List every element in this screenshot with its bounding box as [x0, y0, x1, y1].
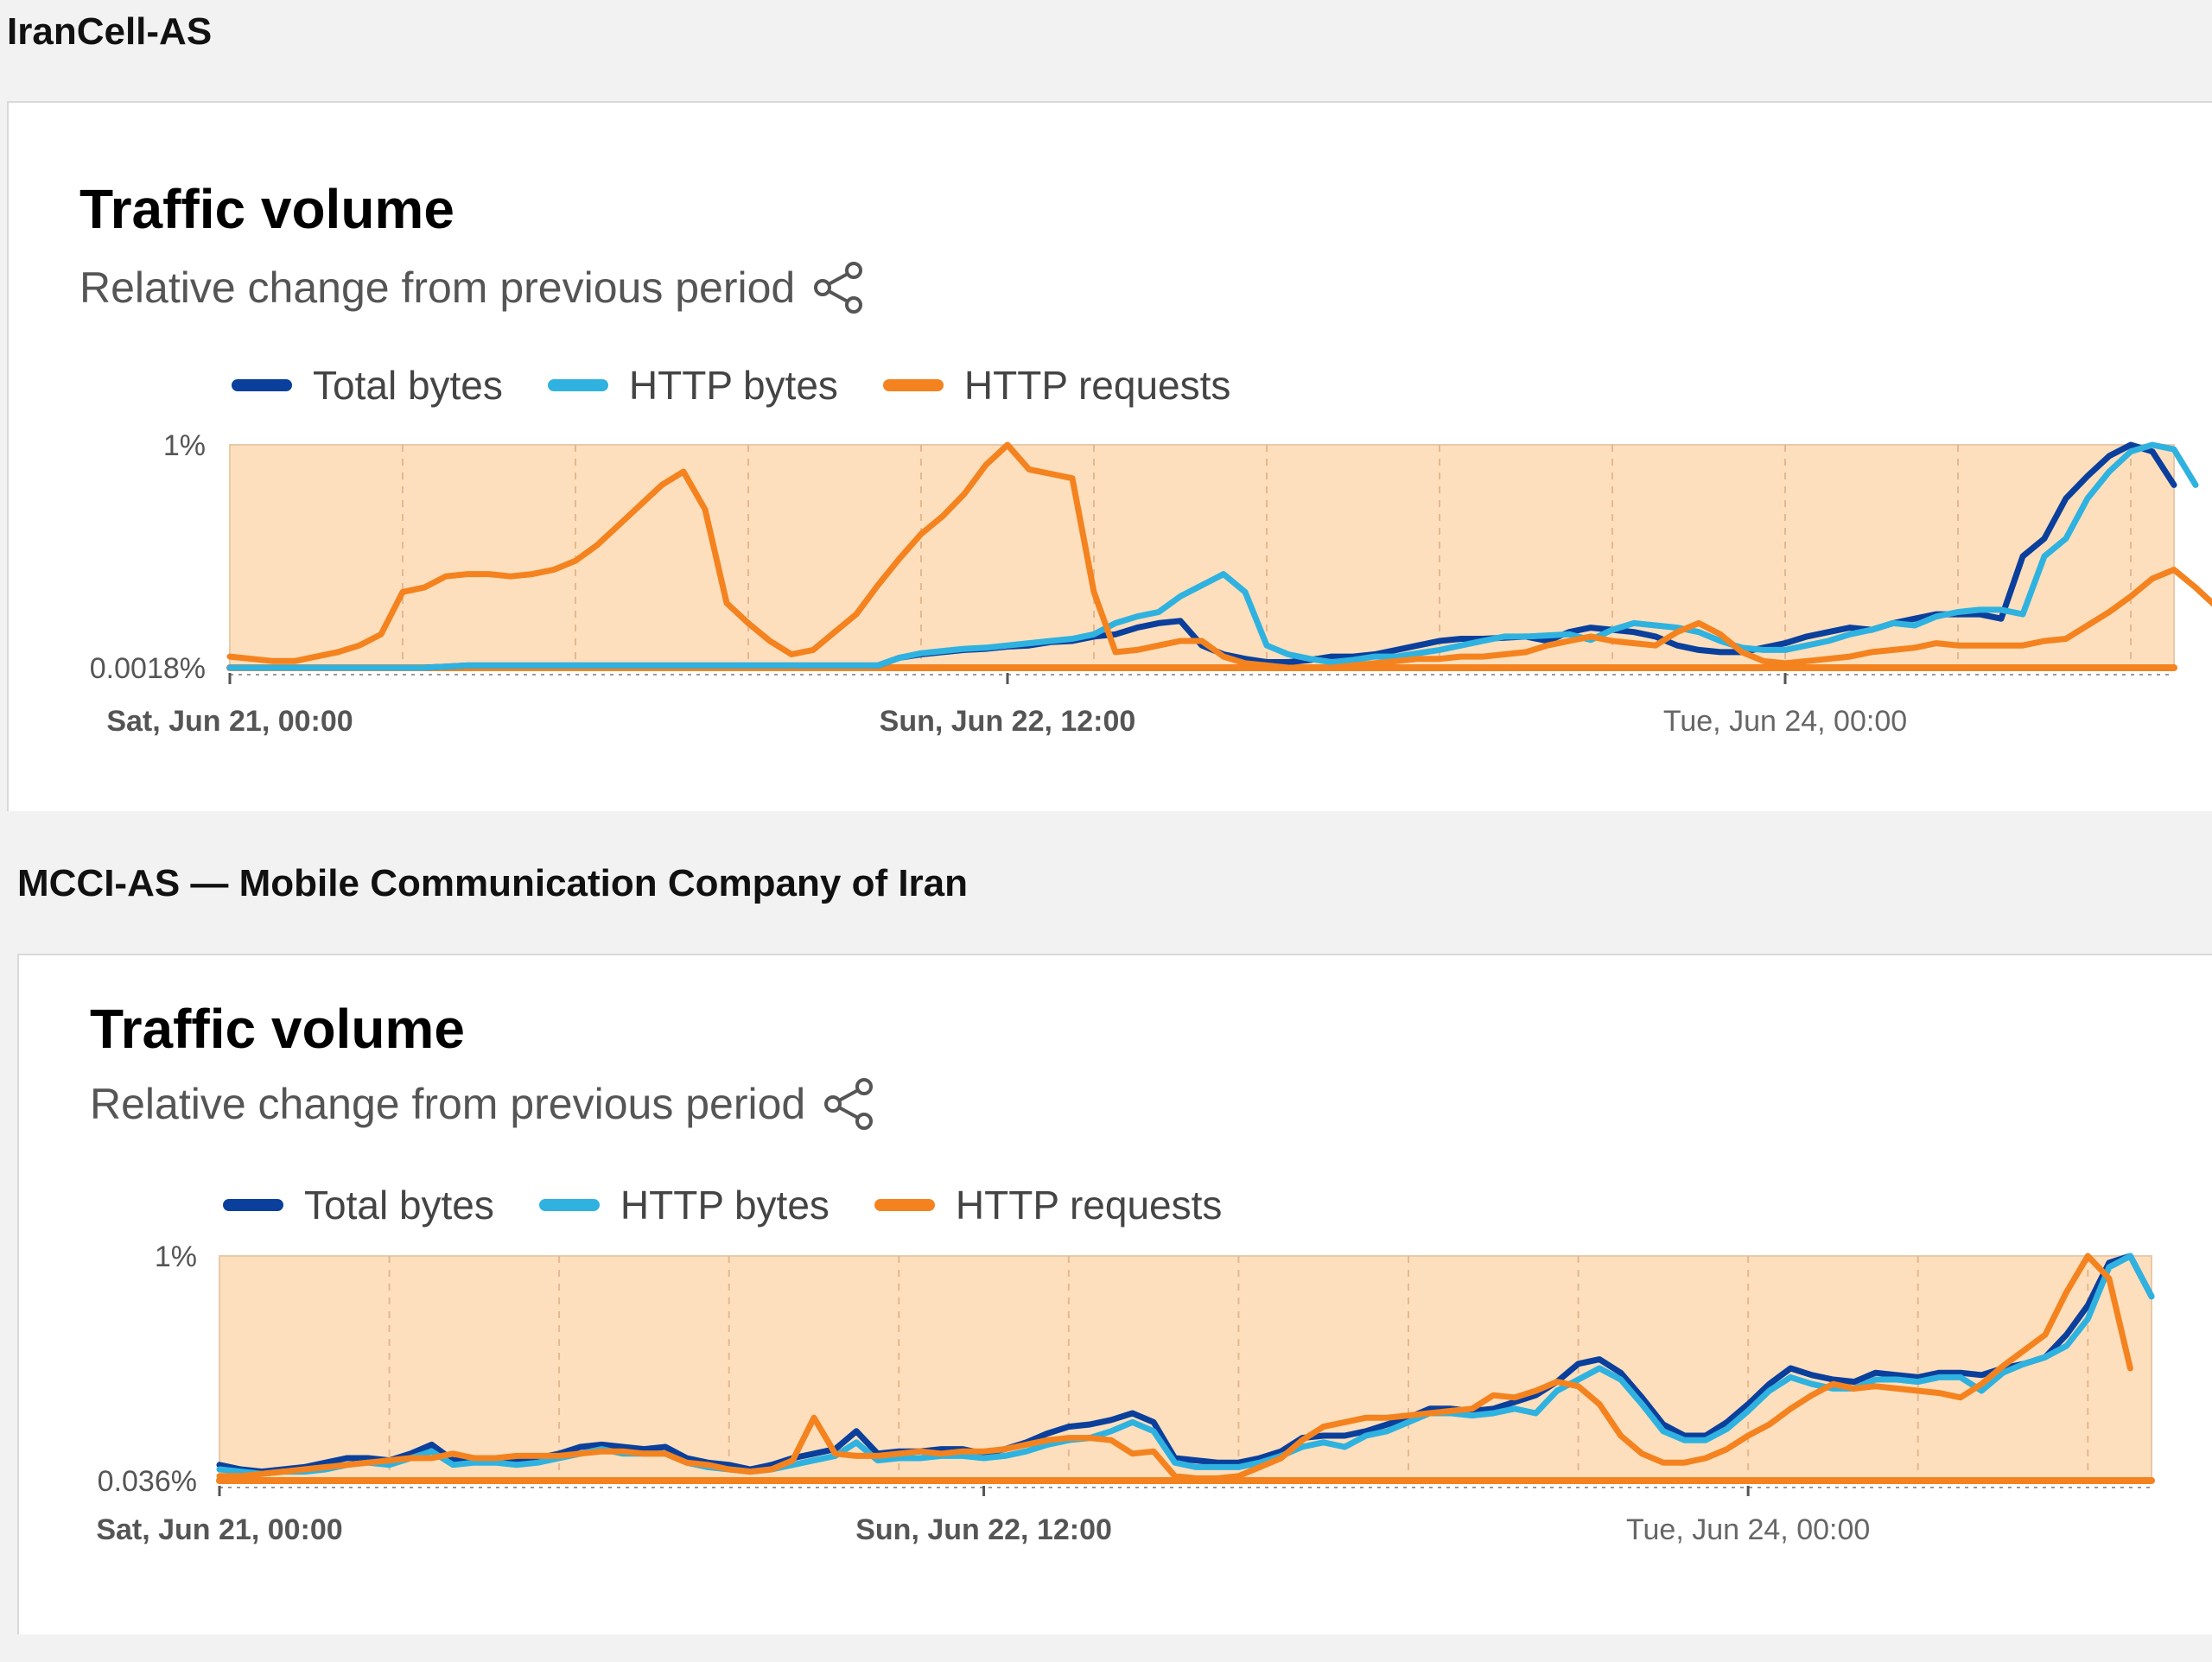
series-line-http-bytes [226, 441, 2199, 671]
asn-section-irancell: IranCell-AS Traffic volume Relative chan… [7, 10, 2212, 811]
x-tick-label: Sat, Jun 21, 00:00 [96, 1513, 342, 1546]
traffic-volume-card: Traffic volume Relative change from prev… [7, 101, 2212, 811]
traffic-volume-card: Traffic volume Relative change from prev… [17, 954, 2212, 1634]
y-tick-label-top: 1% [163, 429, 206, 462]
legend-label: HTTP bytes [620, 1183, 830, 1227]
subtitle-text: Relative change from previous period [90, 1080, 806, 1128]
series-line-http-requests [216, 1253, 2133, 1481]
series-line-http-requests [226, 441, 2212, 671]
legend-item-total-bytes[interactable]: Total bytes [232, 362, 503, 409]
y-tick-label-bottom: 0.036% [98, 1465, 197, 1498]
x-tick-label: Sun, Jun 22, 12:00 [880, 705, 1136, 738]
traffic-chart[interactable]: 1% 0.036% Sat, Jun 21, 00:00 Sun, Jun 22, 1… [19, 955, 2212, 1634]
legend-item-http-requests[interactable]: HTTP requests [874, 1182, 1222, 1228]
legend-label: HTTP requests [963, 363, 1231, 408]
x-tick-label: Sat, Jun 21, 00:00 [106, 705, 353, 738]
asn-title: MCCI-AS — Mobile Communication Company o… [17, 862, 969, 904]
legend-swatch [232, 379, 292, 391]
legend-swatch [882, 379, 944, 391]
y-tick-label-top: 1% [155, 1240, 197, 1273]
legend-item-http-bytes[interactable]: HTTP bytes [547, 362, 838, 409]
traffic-chart[interactable]: 1% 0.0018% Sat, Jun 21, 00:00 Sun, Jun 22, … [9, 103, 2212, 811]
subtitle-text: Relative change from previous period [79, 263, 796, 312]
chart-subtitle: Relative change from previous period [90, 1076, 876, 1132]
legend-swatch [547, 379, 608, 391]
legend-swatch [874, 1199, 935, 1211]
plot-area [229, 444, 2175, 669]
legend-label: HTTP requests [955, 1183, 1223, 1227]
x-tick-label: Tue, Jun 24, 00:00 [1626, 1513, 1870, 1546]
share-icon[interactable] [810, 260, 866, 315]
x-tick-label: Sun, Jun 22, 12:00 [855, 1513, 1112, 1546]
legend-item-http-requests[interactable]: HTTP requests [882, 362, 1231, 409]
plot-area [219, 1255, 2152, 1481]
y-tick-label-bottom: 0.0018% [90, 652, 206, 685]
legend-label: Total bytes [313, 363, 503, 408]
legend-label: HTTP bytes [628, 363, 838, 408]
legend-swatch [223, 1199, 283, 1211]
chart-subtitle: Relative change from previous period [79, 260, 866, 315]
chart-legend: Total bytes HTTP bytes HTTP requests [232, 362, 1275, 409]
asn-section-mcci: MCCI-AS — Mobile Communication Company o… [0, 831, 2212, 1662]
chart-title: Traffic volume [90, 998, 465, 1060]
chart-title: Traffic volume [79, 178, 454, 240]
legend-item-total-bytes[interactable]: Total bytes [223, 1182, 494, 1228]
asn-title: IranCell-AS [7, 10, 213, 53]
share-icon[interactable] [821, 1076, 876, 1132]
legend-item-http-bytes[interactable]: HTTP bytes [538, 1182, 830, 1228]
legend-swatch [538, 1199, 600, 1211]
chart-legend: Total bytes HTTP bytes HTTP requests [223, 1182, 1267, 1228]
x-tick-label: Tue, Jun 24, 00:00 [1663, 705, 1907, 738]
legend-label: Total bytes [304, 1183, 494, 1227]
